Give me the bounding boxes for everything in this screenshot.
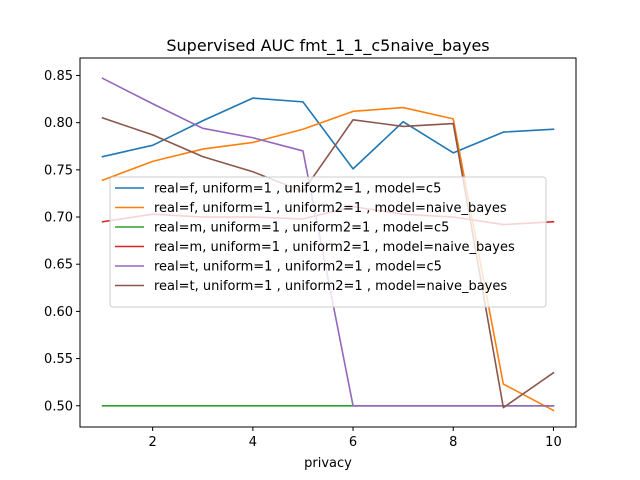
y-axis: 0.50 0.55 0.60 0.65 0.70 0.75 0.80 0.85 bbox=[44, 69, 80, 414]
x-axis-label: privacy bbox=[304, 456, 352, 471]
x-tick-label: 2 bbox=[149, 435, 157, 450]
plot-frame bbox=[79, 57, 577, 428]
chart-title: Supervised AUC fmt_1_1_c5naive_bayes bbox=[166, 36, 489, 56]
y-tick-label: 0.75 bbox=[44, 163, 73, 178]
x-tick-label: 8 bbox=[449, 435, 457, 450]
y-tick-label: 0.50 bbox=[44, 399, 73, 414]
legend: real=f, uniform=1 , uniform2=1 , model=c… bbox=[109, 176, 547, 308]
legend-label-6: real=t, uniform=1 , uniform2=1 , model=n… bbox=[154, 279, 507, 294]
y-tick-label: 0.80 bbox=[44, 116, 73, 131]
x-tick-label: 4 bbox=[249, 435, 257, 450]
legend-label-2: real=f, uniform=1 , uniform2=1 , model=n… bbox=[154, 201, 507, 216]
legend-box bbox=[109, 176, 547, 308]
y-tick-label: 0.85 bbox=[44, 69, 73, 84]
series-line-1 bbox=[101, 97, 555, 170]
y-tick-label: 0.70 bbox=[44, 211, 73, 226]
x-tick-label: 10 bbox=[545, 435, 562, 450]
y-tick-label: 0.55 bbox=[44, 352, 73, 367]
legend-label-3: real=m, uniform=1 , uniform2=1 , model=c… bbox=[154, 221, 449, 236]
legend-label-5: real=t, uniform=1 , uniform2=1 , model=c… bbox=[154, 260, 442, 275]
y-tick-label: 0.65 bbox=[44, 258, 73, 273]
x-axis: 2 4 6 8 10 bbox=[149, 427, 562, 450]
y-tick-label: 0.60 bbox=[44, 305, 73, 320]
legend-label-1: real=f, uniform=1 , uniform2=1 , model=c… bbox=[154, 182, 441, 197]
x-tick-label: 6 bbox=[349, 435, 357, 450]
legend-label-4: real=m, uniform=1 , uniform2=1 , model=n… bbox=[154, 240, 515, 255]
